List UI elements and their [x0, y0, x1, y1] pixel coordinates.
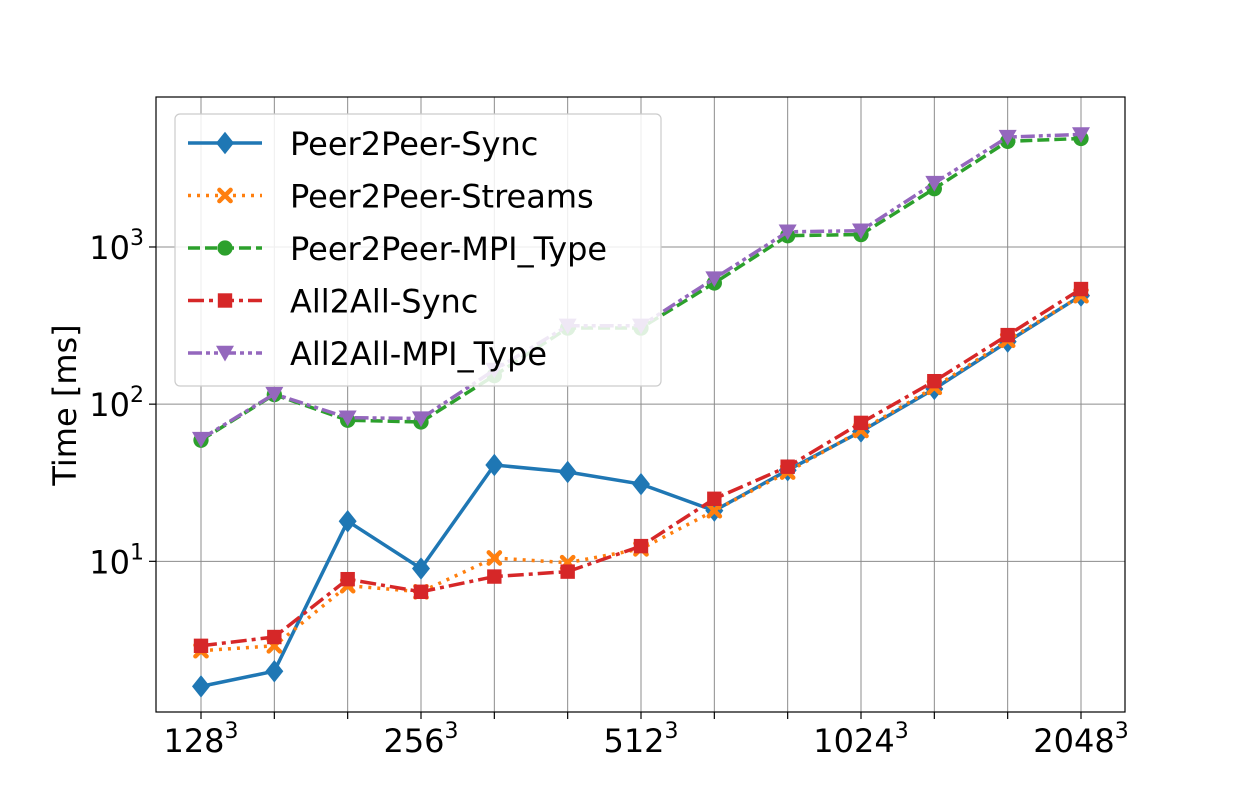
data-point — [927, 373, 942, 389]
data-point — [778, 224, 797, 241]
data-point — [705, 271, 724, 288]
y-tick-label: 101 — [89, 540, 144, 581]
legend-entry: All2All-MPI_Type — [188, 335, 547, 373]
legend-entry: All2All-Sync — [188, 283, 478, 321]
data-point — [265, 659, 284, 683]
data-point — [412, 411, 430, 428]
data-point — [853, 415, 869, 431]
data-point — [560, 564, 575, 579]
data-point — [193, 638, 209, 654]
x-tick-label: 1283 — [163, 719, 238, 760]
x-tick-label: 10243 — [813, 719, 908, 760]
data-point — [706, 502, 723, 519]
x-axis: 1283 2563 5123 10243 20483 — [163, 712, 1129, 760]
data-point — [338, 410, 357, 427]
data-point — [487, 569, 502, 584]
y-tick-label: 103 — [89, 226, 144, 267]
data-point — [216, 131, 234, 155]
data-point — [632, 472, 650, 496]
data-point — [633, 538, 649, 554]
data-point-stroke — [706, 502, 723, 519]
data-point — [267, 629, 282, 645]
data-point — [558, 460, 577, 484]
data-point — [707, 491, 722, 506]
y-axis: 101 102 103 — [89, 226, 156, 581]
legend-box — [174, 113, 662, 387]
data-point-stroke — [486, 550, 503, 566]
data-point — [413, 584, 429, 599]
legend-entry: Peer2Peer-Sync — [188, 125, 538, 163]
legend: Peer2Peer-Sync Peer2Peer-Streams Peer2Peer… — [174, 113, 662, 387]
x-tick-label: 20483 — [1033, 719, 1128, 760]
data-point — [998, 129, 1017, 146]
data-point — [485, 453, 504, 477]
data-point — [925, 175, 944, 192]
x-tick-label: 2563 — [383, 719, 458, 760]
data-point — [265, 386, 284, 403]
data-point — [1000, 327, 1015, 343]
data-point — [338, 509, 357, 533]
data-point — [852, 223, 870, 240]
data-point-stroke — [217, 187, 233, 204]
y-tick-label: 102 — [89, 383, 144, 424]
legend-entry: Peer2Peer-Streams — [188, 178, 594, 216]
x-tick-label: 5123 — [603, 719, 678, 760]
legend-label: Peer2Peer-Streams — [290, 178, 594, 216]
data-point — [1072, 127, 1090, 143]
data-point — [192, 675, 210, 698]
data-point — [217, 187, 233, 204]
legend-label: Peer2Peer-MPI_Type — [290, 230, 607, 268]
data-point — [412, 557, 430, 580]
legend-label: All2All-MPI_Type — [290, 335, 547, 373]
legend-entry: Peer2Peer-MPI_Type — [188, 230, 607, 268]
y-axis-label: Time [ms] — [46, 324, 84, 486]
data-point — [217, 293, 233, 308]
legend-label: Peer2Peer-Sync — [290, 125, 538, 163]
data-point — [217, 240, 233, 256]
data-point — [192, 431, 210, 448]
data-point — [340, 571, 355, 587]
data-point — [1073, 281, 1089, 297]
data-point — [486, 550, 503, 566]
data-point — [216, 345, 234, 362]
data-point — [780, 459, 795, 474]
legend-label: All2All-Sync — [290, 283, 478, 321]
series-all2all-sync — [193, 281, 1089, 654]
